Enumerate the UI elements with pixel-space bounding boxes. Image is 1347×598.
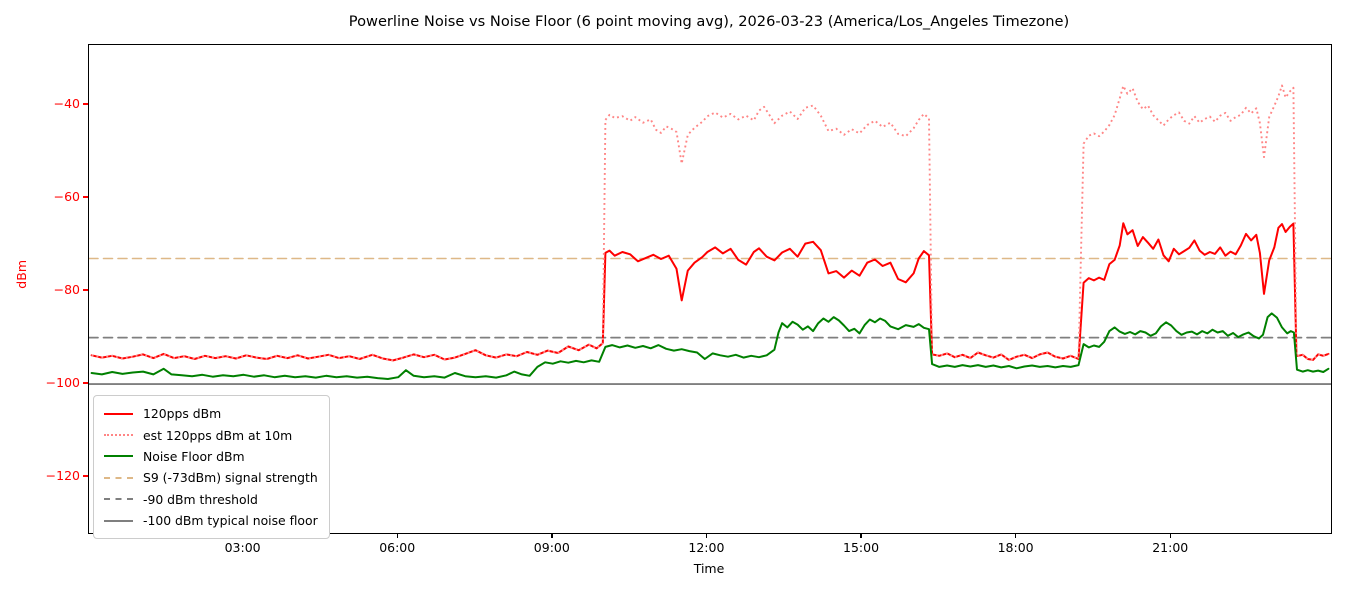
legend-sample-line (104, 476, 133, 479)
legend: 120pps dBm est 120pps dBm at 10m Noise Flo… (93, 395, 330, 540)
y-tick-mark (83, 196, 88, 198)
y-tick-mark (83, 289, 88, 291)
line-est-120pps-dbm-at-10m (91, 84, 1329, 362)
x-tick-label: 12:00 (688, 540, 725, 555)
legend-item: S9 (-73dBm) signal strength (104, 467, 318, 488)
x-tick-label: 09:00 (533, 540, 570, 555)
x-tick-label: 06:00 (379, 540, 416, 555)
y-tick-label: −120 (45, 467, 80, 483)
legend-label: -100 dBm typical noise floor (143, 513, 318, 529)
x-tick-mark (1169, 533, 1171, 538)
y-tick-label: −80 (53, 281, 80, 297)
x-tick-mark (1014, 533, 1017, 538)
y-tick-label: −100 (45, 374, 80, 390)
x-tick-label: 15:00 (843, 540, 880, 555)
legend-sample-line (104, 498, 133, 501)
x-tick-label: 21:00 (1152, 540, 1189, 555)
legend-label: 120pps dBm (143, 406, 222, 422)
x-tick-mark (705, 533, 708, 538)
y-tick-mark (83, 475, 88, 477)
x-tick-label: 18:00 (997, 540, 1034, 555)
x-axis-label: Time (693, 561, 725, 576)
line-120pps-dbm (90, 222, 1330, 362)
x-tick-mark (396, 533, 398, 538)
line-noise-floor-dbm (90, 312, 1330, 380)
chart-title: Powerline Noise vs Noise Floor (6 point … (348, 13, 1070, 30)
x-tick-label: 03:00 (224, 540, 261, 555)
legend-sample-line (104, 434, 133, 437)
legend-label: S9 (-73dBm) signal strength (143, 470, 318, 486)
legend-item: est 120pps dBm at 10m (104, 424, 318, 445)
legend-item: 120pps dBm (104, 403, 318, 424)
legend-item: -90 dBm threshold (104, 489, 318, 510)
legend-sample-line (104, 455, 133, 458)
legend-sample-line (104, 412, 133, 415)
y-tick-label: −40 (53, 95, 80, 111)
y-tick-mark (83, 382, 88, 384)
legend-label: est 120pps dBm at 10m (143, 427, 293, 443)
legend-sample-line (104, 519, 133, 522)
legend-item: Noise Floor dBm (104, 446, 318, 467)
y-tick-label: −60 (53, 188, 80, 204)
y-tick-mark (83, 103, 88, 105)
x-tick-mark (551, 533, 553, 538)
legend-label: -90 dBm threshold (143, 491, 258, 507)
legend-item: -100 dBm typical noise floor (104, 510, 318, 531)
legend-label: Noise Floor dBm (143, 448, 245, 464)
x-tick-mark (860, 533, 862, 538)
chart-canvas (89, 84, 1331, 386)
